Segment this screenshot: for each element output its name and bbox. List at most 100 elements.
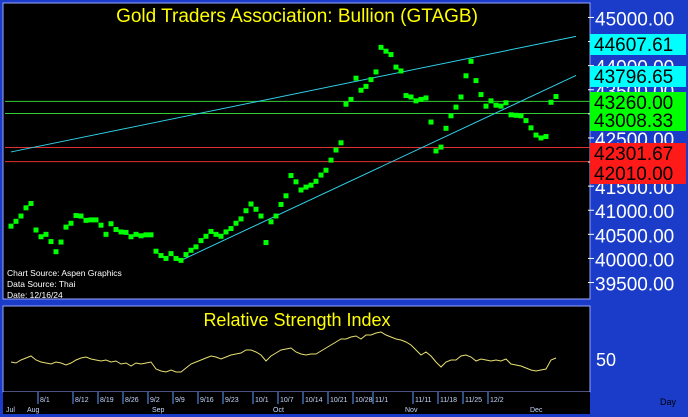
rsi-panel — [2, 305, 591, 393]
price-point — [348, 96, 354, 102]
price-label-box — [590, 163, 686, 184]
price-point — [428, 119, 434, 125]
price-panel — [2, 2, 591, 300]
price-point — [343, 101, 349, 107]
price-point — [43, 231, 49, 237]
price-point — [83, 217, 89, 223]
x-axis-month-label: Oct — [273, 407, 284, 414]
x-axis-tick-label: 8/19 — [100, 397, 114, 404]
price-point — [553, 94, 559, 100]
data-source-text: Data Source: Thai — [7, 279, 75, 289]
price-point — [523, 118, 529, 124]
price-label-value: 44607.61 — [594, 35, 673, 56]
price-point — [148, 232, 154, 238]
price-point — [363, 83, 369, 89]
price-point — [283, 193, 289, 199]
price-point — [468, 58, 474, 64]
price-point — [443, 125, 449, 131]
x-axis-tick-label: 8/1 — [40, 397, 50, 404]
price-point — [258, 213, 264, 219]
price-point — [378, 44, 384, 50]
price-point — [253, 206, 259, 212]
y-axis-tick-label: 39500.00 — [595, 275, 674, 296]
price-point — [498, 103, 504, 109]
price-point — [533, 132, 539, 138]
price-point — [98, 222, 104, 228]
price-point — [33, 227, 39, 233]
price-point — [68, 220, 74, 226]
price-point — [198, 238, 204, 244]
price-point — [538, 135, 544, 141]
price-point — [93, 217, 99, 223]
price-label-value: 43796.65 — [594, 67, 673, 88]
price-point — [528, 125, 534, 131]
x-axis-tick-label: 9/16 — [200, 397, 214, 404]
price-label-value: 43260.00 — [594, 93, 673, 114]
price-point — [63, 224, 69, 230]
price-point — [328, 157, 334, 163]
price-point — [293, 179, 299, 185]
price-label-box — [590, 110, 686, 131]
x-axis-month-label: Dec — [530, 407, 543, 414]
price-point — [23, 205, 29, 211]
price-point — [423, 95, 429, 101]
x-axis-tick-label: 9/9 — [175, 397, 185, 404]
price-point — [88, 217, 94, 223]
y-axis-tick-label: 40000.00 — [595, 250, 674, 271]
price-point — [543, 134, 549, 140]
price-point — [408, 94, 414, 100]
price-point — [243, 208, 249, 214]
price-point — [288, 173, 294, 179]
price-point — [473, 78, 479, 84]
chart-date-text: Date: 12/16/24 — [7, 290, 63, 300]
price-point — [138, 233, 144, 239]
price-label-value: 43008.33 — [594, 111, 673, 132]
x-axis-tick-label: 8/12 — [75, 397, 89, 404]
price-point — [278, 201, 284, 207]
x-axis-tick-label: 10/7 — [280, 397, 294, 404]
price-point — [178, 257, 184, 263]
price-point — [433, 148, 439, 154]
price-label-value: 42010.00 — [594, 164, 673, 185]
price-point — [218, 233, 224, 239]
price-point — [373, 69, 379, 75]
rsi-line — [10, 331, 557, 373]
price-point — [108, 221, 114, 227]
x-axis-tick-label: 10/14 — [305, 397, 323, 404]
rsi-tick-label: 50 — [596, 350, 616, 370]
x-axis-tick-label: 10/28 — [355, 397, 373, 404]
price-point — [323, 167, 329, 173]
price-point — [183, 252, 189, 258]
price-point — [463, 73, 469, 79]
price-point — [318, 172, 324, 178]
price-point — [168, 251, 174, 257]
price-point — [478, 92, 484, 98]
x-axis-month-label: Nov — [405, 407, 418, 414]
price-label-box — [590, 34, 686, 55]
price-point — [438, 144, 444, 150]
price-point — [508, 112, 514, 118]
price-point — [268, 219, 274, 225]
price-point — [263, 240, 269, 246]
price-point — [248, 201, 254, 207]
price-point — [503, 100, 509, 106]
price-point — [48, 239, 54, 245]
price-point — [458, 94, 464, 100]
price-point — [73, 213, 79, 219]
x-axis-tick-label: 11/18 — [440, 397, 457, 404]
price-point — [383, 48, 389, 54]
price-point — [338, 140, 344, 146]
price-point — [188, 247, 194, 253]
y-axis-tick-label: 45000.00 — [595, 9, 674, 30]
price-point — [518, 113, 524, 119]
price-point — [123, 229, 129, 235]
price-point — [453, 104, 459, 110]
price-point — [58, 239, 64, 245]
price-point — [203, 233, 209, 239]
price-point — [238, 216, 244, 222]
x-axis-tick-label: 8/26 — [125, 397, 139, 404]
price-label-value: 42301.67 — [594, 144, 673, 165]
price-point — [233, 220, 239, 226]
